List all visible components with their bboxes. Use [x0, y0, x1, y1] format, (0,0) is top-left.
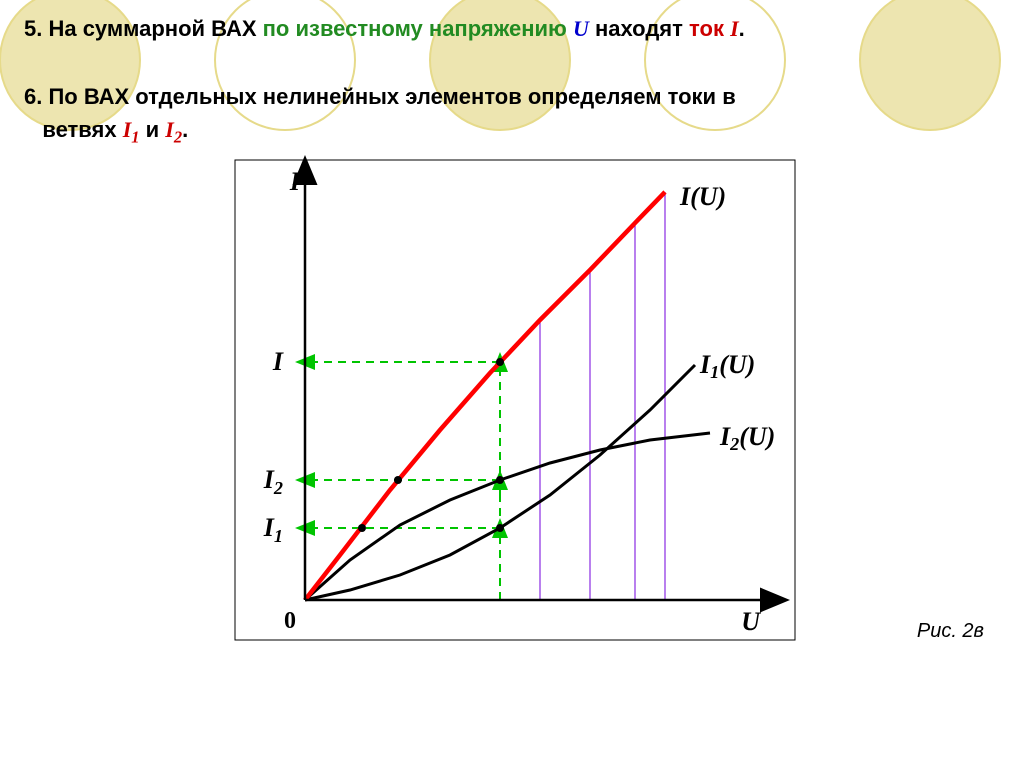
text-green: по известному [263, 16, 429, 41]
symbol-I2: I2 [165, 117, 182, 142]
symbol-I1: I1 [123, 117, 140, 142]
text: и [140, 117, 166, 142]
text: 5. На суммарной ВАХ [24, 16, 263, 41]
symbol-U: U [573, 16, 589, 41]
text: 6. По ВАХ отдельных нелинейных элементов… [24, 84, 736, 109]
svg-text:U: U [741, 607, 761, 636]
figure-caption: Рис. 2в [917, 620, 984, 643]
svg-text:I: I [289, 167, 301, 196]
iv-chart: IU0II2I1I(U)I1(U)I2(U) [190, 155, 830, 655]
step-5-text: 5. На суммарной ВАХ по известному напряж… [24, 16, 745, 42]
svg-text:I(U): I(U) [679, 182, 726, 211]
svg-text:I1(U): I1(U) [699, 350, 755, 382]
text: . [182, 117, 188, 142]
step-6-text: 6. По ВАХ отдельных нелинейных элементов… [24, 80, 736, 150]
text: находят [589, 16, 689, 41]
text: ветвях [42, 117, 122, 142]
text-red: ток [689, 16, 730, 41]
text-green: напряжению [429, 16, 573, 41]
svg-text:0: 0 [284, 608, 296, 634]
symbol-I: I [730, 16, 739, 41]
svg-text:I: I [272, 347, 284, 376]
text: . [739, 16, 745, 41]
chart-frame [235, 160, 795, 640]
svg-text:I2(U): I2(U) [719, 422, 775, 454]
